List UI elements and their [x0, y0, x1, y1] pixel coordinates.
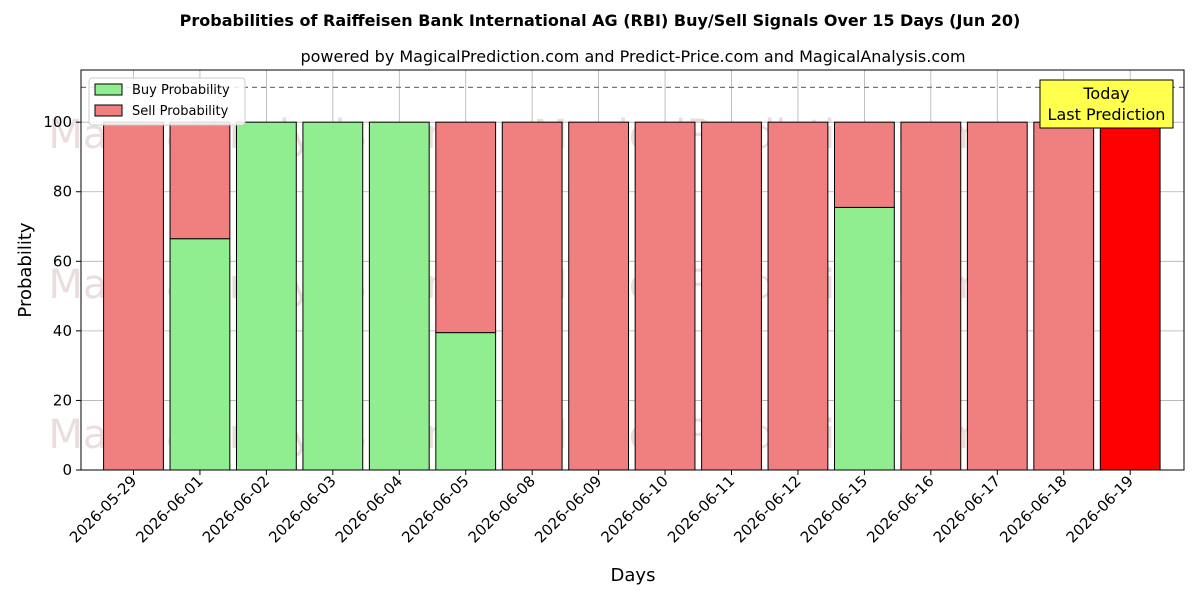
- y-tick-label: 40: [53, 322, 72, 340]
- y-tick-label: 20: [53, 391, 72, 409]
- sell-bar: [900, 121, 962, 471]
- sell-bar: [568, 121, 630, 471]
- y-tick-label: 100: [43, 113, 72, 131]
- sell-bar: [634, 121, 696, 471]
- x-tick-label: 2026-06-09: [531, 472, 605, 546]
- annotation-text: Today: [1082, 84, 1129, 103]
- legend-box: [88, 77, 246, 126]
- sell-bar: [501, 121, 563, 471]
- x-tick-label: 2026-06-18: [996, 472, 1070, 546]
- chart-subtitle: powered by MagicalPrediction.com and Pre…: [300, 47, 965, 66]
- legend-swatch: [94, 104, 123, 117]
- y-tick-label: 0: [62, 461, 72, 479]
- x-tick-label: 2026-06-08: [465, 472, 539, 546]
- x-tick-label: 2026-05-29: [66, 472, 140, 546]
- sell-bar: [435, 121, 497, 334]
- sell-bar: [169, 121, 231, 240]
- plot-frame: [80, 69, 1185, 471]
- chart-title: Probabilities of Raiffeisen Bank Interna…: [180, 11, 1021, 30]
- sell-bar: [701, 121, 762, 471]
- x-tick-label: 2026-06-05: [398, 472, 472, 546]
- y-tick-label: 80: [53, 183, 72, 201]
- x-tick-label: 2026-06-10: [598, 472, 672, 546]
- buy-bar: [368, 121, 430, 471]
- buy-bar: [435, 332, 497, 471]
- x-tick-label: 2026-06-19: [1063, 472, 1137, 546]
- legend-swatch: [94, 83, 123, 96]
- x-tick-label: 2026-06-17: [930, 472, 1004, 546]
- buy-bar: [169, 238, 231, 471]
- legend-label: Sell Probability: [132, 104, 229, 119]
- x-tick-label: 2026-06-11: [664, 472, 738, 546]
- buy-bar: [302, 121, 364, 471]
- sell-bar: [103, 121, 164, 471]
- legend-label: Buy Probability: [132, 83, 230, 98]
- x-tick-label: 2026-06-01: [132, 472, 206, 546]
- sell-bar: [966, 121, 1028, 471]
- x-tick-label: 2026-06-15: [797, 472, 871, 546]
- x-axis-label: Days: [611, 565, 656, 586]
- x-tick-label: 2026-06-12: [730, 472, 804, 546]
- sell-bar: [1033, 121, 1095, 471]
- y-axis-label: Probability: [15, 222, 36, 317]
- y-tick-label: 60: [53, 252, 72, 270]
- buy-bar: [833, 206, 895, 471]
- sell-bar: [767, 121, 829, 471]
- sell-bar: [833, 121, 895, 208]
- x-tick-label: 2026-06-02: [199, 472, 273, 546]
- x-tick-label: 2026-06-04: [332, 472, 406, 546]
- buy-bar: [235, 121, 297, 471]
- x-tick-label: 2026-06-03: [265, 472, 339, 546]
- x-tick-label: 2026-06-16: [863, 472, 937, 546]
- annotation-text: Last Prediction: [1048, 105, 1166, 124]
- sell-bar: [1099, 121, 1161, 471]
- annotation-box: [1039, 79, 1174, 129]
